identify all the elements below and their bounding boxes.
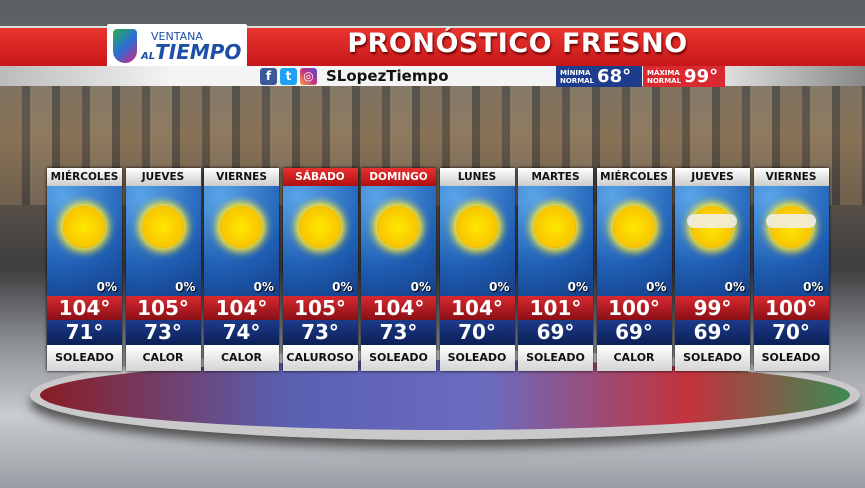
precip-chance: 0%	[175, 280, 196, 294]
low-temp: 71°	[47, 320, 122, 345]
weather-icon-area: 0%	[204, 186, 279, 296]
normal-min-value: 68°	[597, 66, 632, 87]
precip-chance: 0%	[567, 280, 588, 294]
low-temp: 69°	[596, 320, 672, 345]
weather-icon-area: 0%	[439, 186, 515, 296]
high-temp: 104°	[439, 296, 515, 320]
weather-icon-area: 0%	[596, 186, 672, 296]
logo-prefix: AL	[141, 50, 156, 62]
precip-chance: 0%	[803, 280, 824, 294]
high-temp: 104°	[204, 296, 279, 320]
forecast-day: MIÉRCOLES 0% 100° 69° CALOR	[596, 168, 672, 371]
precip-chance: 0%	[410, 280, 431, 294]
univision-logo-icon	[113, 29, 137, 63]
low-temp: 73°	[282, 320, 358, 345]
low-temp: 69°	[675, 320, 750, 345]
low-temp: 74°	[204, 320, 279, 345]
logo-line1: VENTANA	[151, 29, 203, 43]
precip-chance: 0%	[646, 280, 667, 294]
logo-line2: TIEMPO	[155, 39, 242, 64]
low-temp: 69°	[518, 320, 593, 345]
condition-label: SOLEADO	[753, 345, 829, 371]
forecast-day: MARTES 0% 101° 69° SOLEADO	[518, 168, 593, 371]
day-label: VIERNES	[204, 168, 279, 186]
day-label: JUEVES	[675, 168, 750, 186]
condition-label: CALOR	[204, 345, 279, 371]
high-temp: 101°	[518, 296, 593, 320]
condition-label: SOLEADO	[47, 345, 122, 371]
weather-icon-area: 0%	[125, 186, 201, 296]
normal-max: MÁXIMA NORMAL 99°	[643, 66, 725, 87]
high-temp: 105°	[282, 296, 358, 320]
weather-icon-area: 0%	[675, 186, 750, 296]
day-label: LUNES	[439, 168, 515, 186]
forecast-day: LUNES 0% 104° 70° SOLEADO	[439, 168, 515, 371]
forecast-day: VIERNES 0% 104° 74° CALOR	[204, 168, 279, 371]
weather-icon-area: 0%	[47, 186, 122, 296]
normal-max-value: 99°	[684, 66, 719, 87]
page-title: PRONÓSTICO FRESNO	[347, 28, 688, 59]
precip-chance: 0%	[332, 280, 353, 294]
condition-label: CALUROSO	[282, 345, 358, 371]
forecast-day: DOMINGO 0% 104° 73° SOLEADO	[361, 168, 436, 371]
low-temp: 73°	[125, 320, 201, 345]
forecast-day: MIÉRCOLES 0% 104° 71° SOLEADO	[47, 168, 122, 371]
forecast-day: VIERNES 0% 100° 70° SOLEADO	[753, 168, 829, 371]
day-label: MIÉRCOLES	[47, 168, 122, 186]
precip-chance: 0%	[489, 280, 510, 294]
forecast-day: SÁBADO 0% 105° 73° CALUROSO	[282, 168, 358, 371]
high-temp: 104°	[47, 296, 122, 320]
sun-icon	[141, 206, 184, 248]
sun-icon	[220, 206, 262, 248]
normal-min: MÍNIMA NORMAL 68°	[556, 66, 642, 87]
twitter-icon: t	[280, 67, 297, 85]
sun-icon	[534, 206, 576, 248]
haze-icon	[765, 214, 816, 228]
precip-chance: 0%	[724, 280, 745, 294]
condition-label: SOLEADO	[439, 345, 515, 371]
forecast-day: JUEVES 0% 105° 73° CALOR	[125, 168, 201, 371]
sun-icon	[298, 206, 341, 248]
high-temp: 100°	[596, 296, 672, 320]
logo: VENTANA ALTIEMPO	[107, 24, 247, 68]
weather-icon-area: 0%	[753, 186, 829, 296]
precip-chance: 0%	[96, 280, 117, 294]
low-temp: 73°	[361, 320, 436, 345]
high-temp: 105°	[125, 296, 201, 320]
condition-label: SOLEADO	[361, 345, 436, 371]
weather-icon-area: 0%	[361, 186, 436, 296]
sun-icon	[63, 206, 105, 248]
day-label: JUEVES	[125, 168, 201, 186]
facebook-icon: f	[260, 67, 277, 85]
precip-chance: 0%	[253, 280, 274, 294]
condition-label: SOLEADO	[518, 345, 593, 371]
sun-icon	[612, 206, 655, 248]
weather-icon-area: 0%	[518, 186, 593, 296]
haze-icon	[687, 214, 737, 228]
high-temp: 99°	[675, 296, 750, 320]
high-temp: 104°	[361, 296, 436, 320]
day-label: SÁBADO	[282, 168, 358, 186]
condition-label: SOLEADO	[675, 345, 750, 371]
day-label: DOMINGO	[361, 168, 436, 186]
forecast-columns: MIÉRCOLES 0% 104° 71° SOLEADO JUEVES 0% 1…	[47, 168, 829, 371]
day-label: MARTES	[518, 168, 593, 186]
low-temp: 70°	[753, 320, 829, 345]
weather-icon-area: 0%	[282, 186, 358, 296]
low-temp: 70°	[439, 320, 515, 345]
instagram-icon: ◎	[300, 67, 317, 85]
day-label: MIÉRCOLES	[596, 168, 672, 186]
sun-icon	[455, 206, 498, 248]
social-handle: SLopezTiempo	[326, 67, 449, 85]
sun-icon	[377, 206, 419, 248]
day-label: VIERNES	[753, 168, 829, 186]
condition-label: CALOR	[596, 345, 672, 371]
condition-label: CALOR	[125, 345, 201, 371]
high-temp: 100°	[753, 296, 829, 320]
forecast-day: JUEVES 0% 99° 69° SOLEADO	[675, 168, 750, 371]
